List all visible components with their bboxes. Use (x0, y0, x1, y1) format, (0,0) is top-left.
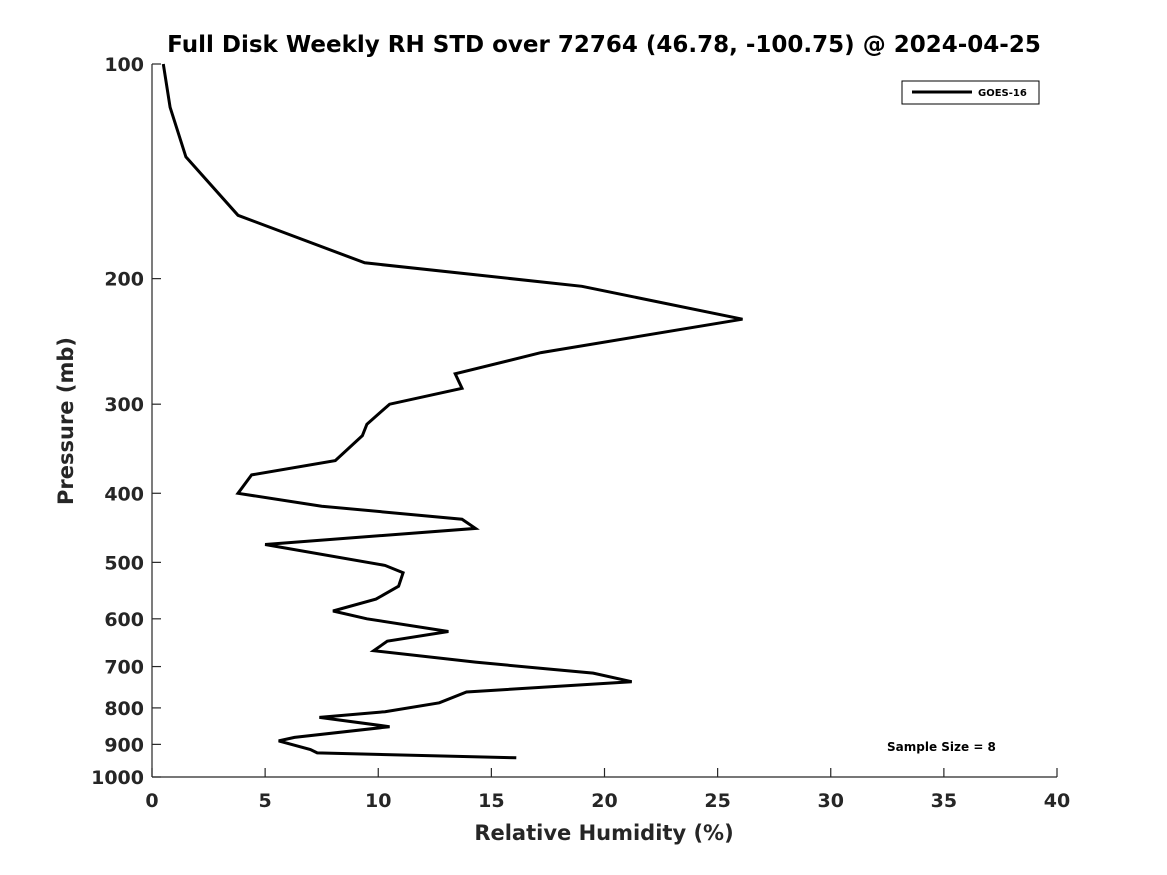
x-axis-title: Relative Humidity (%) (474, 821, 733, 845)
y-tick-label: 900 (104, 734, 144, 756)
x-tick-label: 10 (365, 790, 391, 812)
x-tick-label: 35 (931, 790, 957, 812)
x-tick-label: 15 (478, 790, 504, 812)
y-tick-label: 300 (104, 394, 144, 416)
x-axis-ticks: 0 5 10 15 20 25 30 35 40 (145, 768, 1070, 812)
y-axis-title: Pressure (mb) (54, 337, 78, 505)
y-tick-label: 400 (104, 483, 144, 505)
sample-size-annotation: Sample Size = 8 (887, 740, 996, 754)
plot-area (152, 64, 1057, 777)
x-tick-label: 20 (591, 790, 617, 812)
y-tick-label: 800 (104, 698, 144, 720)
y-tick-label: 100 (104, 54, 144, 76)
series-line-goes-16 (161, 63, 743, 760)
y-tick-label: 700 (104, 657, 144, 679)
x-tick-label: 40 (1044, 790, 1070, 812)
y-tick-label: 1000 (91, 767, 144, 789)
y-axis-ticks: 100 200 300 400 500 600 700 800 900 1000 (91, 54, 161, 789)
x-tick-label: 25 (704, 790, 730, 812)
series-group (161, 63, 743, 760)
chart-title: Full Disk Weekly RH STD over 72764 (46.7… (167, 32, 1041, 58)
x-tick-label: 0 (145, 790, 158, 812)
legend-label-goes-16: GOES-16 (978, 88, 1027, 99)
y-tick-label: 200 (104, 269, 144, 291)
y-tick-label: 500 (104, 552, 144, 574)
x-tick-label: 30 (818, 790, 844, 812)
y-tick-label: 600 (104, 609, 144, 631)
x-tick-label: 5 (259, 790, 272, 812)
legend: GOES-16 (901, 80, 1040, 105)
